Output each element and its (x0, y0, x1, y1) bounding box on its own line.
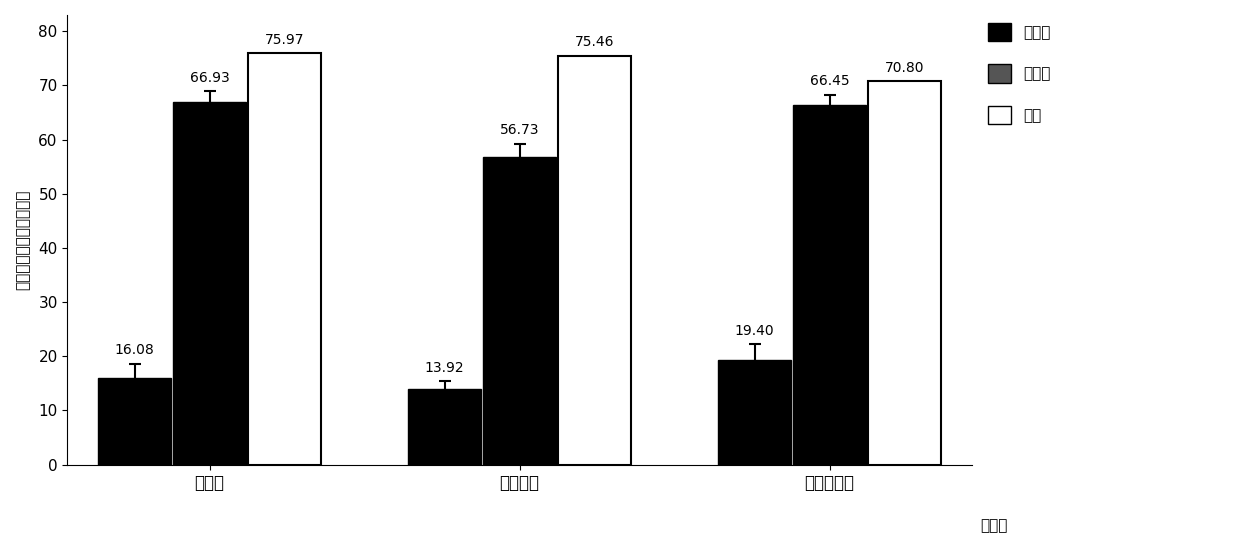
Text: 13.92: 13.92 (425, 361, 465, 374)
Text: 75.97: 75.97 (264, 33, 304, 46)
Bar (408, 389, 481, 465)
Bar (718, 360, 791, 465)
Bar (794, 105, 866, 465)
Text: 75.46: 75.46 (574, 35, 614, 50)
Text: 66.45: 66.45 (810, 75, 849, 88)
Text: 试验区: 试验区 (981, 519, 1008, 534)
Bar (868, 81, 941, 465)
Text: 70.80: 70.80 (884, 60, 924, 75)
Text: 56.73: 56.73 (500, 123, 539, 137)
Bar (98, 378, 171, 465)
Bar (248, 53, 321, 465)
Text: 16.08: 16.08 (115, 343, 155, 358)
Bar (174, 102, 246, 465)
Bar (558, 56, 631, 465)
Y-axis label: 百株被害茎数（防效％）: 百株被害茎数（防效％） (15, 190, 30, 290)
Text: 19.40: 19.40 (735, 324, 775, 338)
Bar (484, 158, 556, 465)
Legend: 放蜂区, 对照区, 防效: 放蜂区, 对照区, 防效 (988, 23, 1050, 124)
Text: 66.93: 66.93 (190, 71, 229, 84)
